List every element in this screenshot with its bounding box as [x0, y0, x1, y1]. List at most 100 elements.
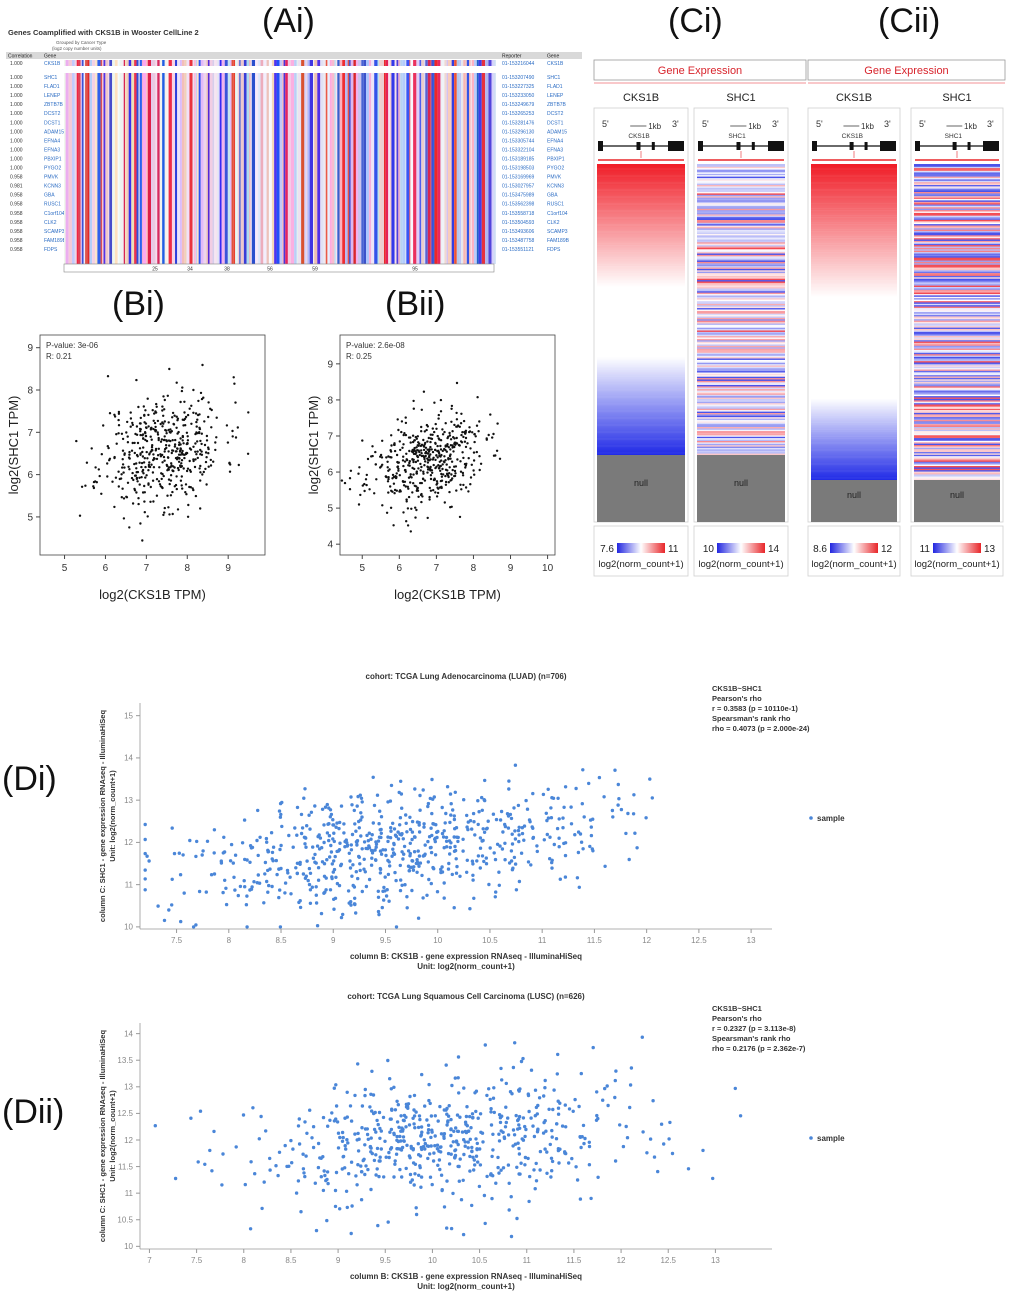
heatmap-row-reporter[interactable]: 01-153562398: [502, 202, 534, 208]
heatmap-row-reporter[interactable]: 01-153169969: [502, 175, 534, 181]
heatmap-row-reporter[interactable]: 01-153504593: [502, 220, 534, 226]
expression-band: [811, 315, 897, 317]
heatmap-row-gene-right[interactable]: SCAMP3: [547, 229, 568, 235]
heatmap-cell: [304, 60, 307, 66]
heatmap-row-reporter[interactable]: 01-153475989: [502, 193, 534, 199]
heatmap-row-gene[interactable]: PBXIP1: [44, 156, 62, 162]
expression-band: [914, 417, 1000, 419]
heatmap-row-reporter[interactable]: 01-153233050: [502, 93, 534, 99]
heatmap-row-reporter[interactable]: 01-153551121: [502, 247, 534, 253]
heatmap-row-gene[interactable]: CKS1B: [44, 61, 61, 67]
heatmap-cell: [385, 73, 389, 264]
heatmap-row-gene[interactable]: C1orf104: [44, 211, 65, 217]
expression-band: [597, 299, 685, 302]
data-point: [392, 1085, 396, 1089]
data-point: [376, 895, 381, 899]
heatmap-row-gene-right[interactable]: LENEP: [547, 93, 564, 99]
legend-label[interactable]: sample: [817, 814, 845, 823]
heatmap-row-gene[interactable]: EFNA4: [44, 138, 60, 144]
heatmap-row-gene-right[interactable]: CLK2: [547, 220, 560, 226]
heatmap-row-gene-right[interactable]: DCST2: [547, 111, 564, 117]
data-point: [618, 1123, 622, 1127]
expression-band: [914, 394, 1000, 397]
heatmap-row-gene[interactable]: CLK2: [44, 220, 57, 226]
data-point: [378, 1126, 382, 1131]
heatmap-row-gene[interactable]: ZBTB7B: [44, 102, 64, 108]
data-point: [210, 1169, 214, 1173]
data-point: [384, 475, 388, 478]
heatmap-row-gene[interactable]: DCST2: [44, 111, 61, 117]
data-point: [346, 889, 351, 893]
expression-band: [597, 453, 685, 456]
heatmap-row-gene[interactable]: FLAD1: [44, 84, 60, 90]
heatmap-row-gene-right[interactable]: C1orf104: [547, 211, 568, 217]
heatmap-row-reporter[interactable]: 01-153558718: [502, 211, 534, 217]
heatmap-row-gene-right[interactable]: CKS1B: [547, 61, 564, 67]
x-tick-label: 6: [103, 563, 109, 574]
heatmap-row-reporter[interactable]: 01-153487758: [502, 238, 534, 244]
heatmap-row-gene-right[interactable]: FLAD1: [547, 84, 563, 90]
heatmap-row-reporter[interactable]: 01-153305744: [502, 138, 534, 144]
data-point: [548, 1142, 552, 1147]
heatmap-row-gene-right[interactable]: PBXIP1: [547, 156, 565, 162]
heatmap-row-gene-right[interactable]: FAM189B: [547, 238, 570, 244]
heatmap-row-reporter[interactable]: 01-153493606: [502, 229, 534, 235]
heatmap-row-gene-right[interactable]: FDPS: [547, 247, 561, 253]
heatmap-row-gene-right[interactable]: DCST1: [547, 120, 564, 126]
heatmap-row-reporter[interactable]: 01-153027957: [502, 184, 534, 190]
heatmap-row-reporter[interactable]: 01-153207490: [502, 75, 534, 81]
data-point: [257, 1137, 261, 1141]
data-point: [308, 827, 312, 831]
heatmap-row-reporter[interactable]: 01-153281476: [502, 120, 534, 126]
heatmap-cell: [143, 73, 147, 264]
heatmap-row-reporter[interactable]: 01-153227325: [502, 84, 534, 90]
heatmap-row-gene-right[interactable]: ADAM15: [547, 129, 567, 135]
data-point: [361, 484, 364, 487]
heatmap-row-reporter[interactable]: 01-153216044: [502, 61, 534, 67]
expression-band: [597, 343, 685, 345]
expression-band: [597, 347, 685, 349]
data-point: [461, 474, 465, 477]
data-point: [419, 1133, 423, 1137]
heatmap-row-gene-right[interactable]: GBA: [547, 193, 558, 199]
heatmap-cell: [157, 60, 160, 66]
heatmap-cell: [320, 60, 324, 66]
heatmap-row-reporter[interactable]: 01-153296130: [502, 129, 534, 135]
data-point: [207, 465, 210, 468]
heatmap-row-gene[interactable]: PYGO2: [44, 166, 61, 172]
heatmap-cell: [325, 73, 327, 264]
heatmap-row-gene[interactable]: EFNA3: [44, 147, 60, 153]
heatmap-row-gene[interactable]: SCAMP3: [44, 229, 65, 235]
heatmap-row-gene-right[interactable]: EFNA3: [547, 147, 563, 153]
heatmap-row-reporter[interactable]: 01-153265253: [502, 111, 534, 117]
heatmap-row-gene[interactable]: DCST1: [44, 120, 61, 126]
heatmap-row-reporter[interactable]: 01-153322104: [502, 147, 534, 153]
heatmap-row-reporter[interactable]: 01-153198503: [502, 166, 534, 172]
heatmap-row-gene[interactable]: FAM189B: [44, 238, 67, 244]
heatmap-row-gene[interactable]: SHC1: [44, 75, 58, 81]
heatmap-row-gene[interactable]: GBA: [44, 193, 55, 199]
heatmap-row-gene[interactable]: ADAM15: [44, 129, 64, 135]
data-point: [183, 411, 186, 414]
data-point: [179, 479, 183, 482]
heatmap-cell: [139, 73, 142, 264]
heatmap-row-corr: 1.000: [10, 147, 23, 153]
data-point: [144, 409, 147, 412]
heatmap-row-gene[interactable]: KCNN3: [44, 184, 61, 190]
heatmap-row-gene-right[interactable]: PYGO2: [547, 166, 564, 172]
heatmap-row-gene-right[interactable]: ZBTB7B: [547, 102, 567, 108]
heatmap-cell: [431, 60, 434, 66]
heatmap-row-gene-right[interactable]: PMVK: [547, 175, 562, 181]
heatmap-row-reporter[interactable]: 01-153189185: [502, 156, 534, 162]
heatmap-row-gene-right[interactable]: KCNN3: [547, 184, 564, 190]
heatmap-row-gene-right[interactable]: EFNA4: [547, 138, 563, 144]
heatmap-row-gene-right[interactable]: SHC1: [547, 75, 561, 81]
data-point: [484, 862, 489, 866]
heatmap-row-gene-right[interactable]: RUSC1: [547, 202, 564, 208]
heatmap-row-gene[interactable]: FDPS: [44, 247, 58, 253]
heatmap-row-reporter[interactable]: 01-153249679: [502, 102, 534, 108]
heatmap-row-gene[interactable]: LENEP: [44, 93, 61, 99]
legend-label[interactable]: sample: [817, 1134, 845, 1143]
heatmap-row-gene[interactable]: PMVK: [44, 175, 59, 181]
heatmap-row-gene[interactable]: RUSC1: [44, 202, 61, 208]
